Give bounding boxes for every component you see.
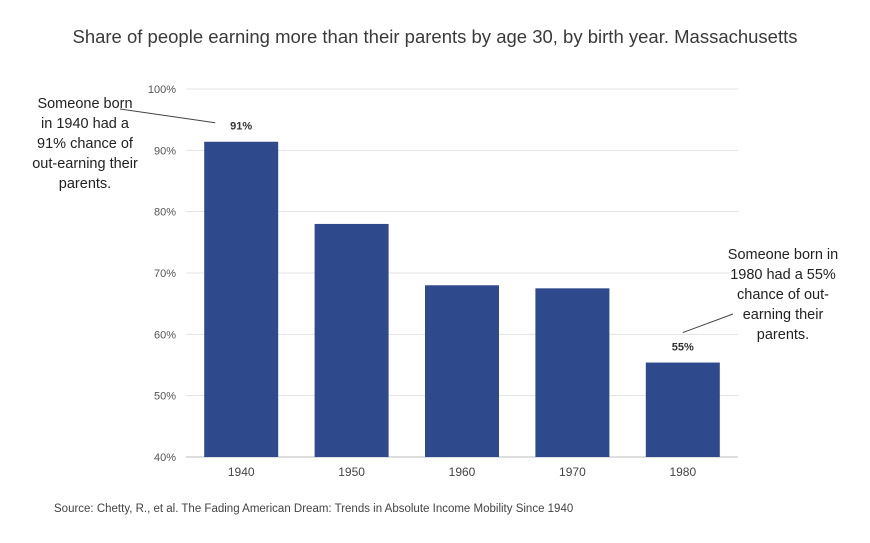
y-tick-label: 40% [154, 452, 176, 464]
annotation-1940: Someone born in 1940 had a 91% chance of… [32, 96, 138, 192]
data-labels: 91% 55% [230, 121, 694, 354]
y-tick-label: 50% [154, 391, 176, 403]
data-label-1940: 91% [230, 121, 252, 133]
annotation-leaders [119, 108, 734, 334]
x-tick-label: 1960 [449, 465, 476, 479]
annotation-1980: Someone born in 1980 had a 55% chance of… [727, 247, 839, 343]
bars [204, 141, 720, 457]
y-axis-ticks: 40% 50% 60% 70% 80% 90% 100% [148, 84, 176, 464]
x-tick-label: 1940 [228, 465, 255, 479]
y-tick-label: 90% [154, 145, 176, 157]
bar-1960 [425, 285, 499, 457]
x-tick-label: 1950 [338, 465, 365, 479]
bar-1940 [204, 141, 279, 457]
bar-1980 [645, 362, 720, 457]
y-tick-label: 70% [154, 268, 176, 280]
x-tick-label: 1980 [669, 465, 696, 479]
source-note: Source: Chetty, R., et al. The Fading Am… [54, 503, 574, 515]
leader-line-1940 [119, 108, 216, 124]
y-tick-label: 100% [148, 84, 176, 96]
y-tick-label: 80% [154, 207, 176, 219]
leader-line-1980 [682, 313, 734, 334]
x-tick-label: 1970 [559, 465, 586, 479]
bar-1950 [314, 223, 389, 457]
data-label-1980: 55% [672, 342, 694, 354]
chart-title: Share of people earning more than their … [72, 26, 798, 47]
bar-1970 [535, 288, 610, 457]
y-tick-label: 60% [154, 329, 176, 341]
x-axis-ticks: 1940 1950 1960 1970 1980 [228, 465, 697, 479]
